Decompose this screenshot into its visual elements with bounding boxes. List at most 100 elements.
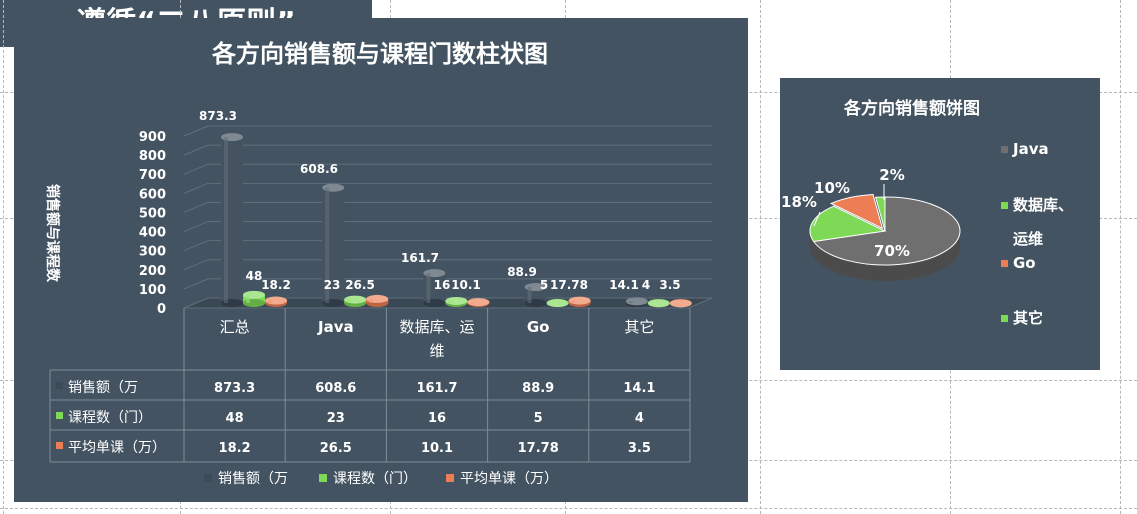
bar-highlight: [325, 187, 330, 303]
bar-highlight: [571, 300, 576, 303]
table-cell: 14.1: [623, 381, 655, 396]
grid-line-depth: [183, 163, 209, 175]
data-label: 88.9: [507, 265, 537, 279]
category-label: 其它: [624, 318, 654, 336]
data-label: 23: [324, 278, 341, 292]
y-tick-label: 100: [139, 283, 166, 298]
bar-cap: [669, 299, 692, 308]
table-cell: 23: [327, 411, 345, 426]
table-cell: 873.3: [214, 381, 255, 396]
pie-data-label: 10%: [814, 179, 850, 197]
pie-legend-key: [1001, 202, 1008, 209]
data-label: 16: [434, 278, 451, 292]
y-tick-label: 700: [139, 168, 166, 183]
pie-legend-key: [1001, 315, 1008, 322]
table-cell: 48: [226, 411, 244, 426]
data-label: 3.5: [659, 278, 680, 292]
y-tick-label: 0: [157, 302, 166, 317]
table-legend-key: [56, 382, 63, 389]
data-label: 4: [642, 278, 650, 292]
grid-line-depth: [183, 201, 209, 213]
bar-cap: [625, 297, 648, 306]
category-label: 汇总: [220, 318, 250, 336]
pie-data-label: 18%: [781, 193, 817, 211]
y-tick-label: 500: [139, 206, 166, 221]
y-tick-label: 800: [139, 149, 166, 164]
table-cell: 17.78: [518, 441, 559, 456]
leader-line: [813, 211, 821, 227]
bar-highlight: [369, 298, 374, 303]
bar-cap: [467, 298, 490, 307]
category-label: Java: [317, 318, 354, 336]
bar-chart-title: 各方向销售额与课程门数柱状图: [211, 40, 548, 68]
data-label: 17.78: [550, 278, 588, 292]
table-cell: 4: [635, 411, 644, 426]
pie-chart-panel[interactable]: 各方向销售额饼图 70% 18% 10% 2% Java 数据库、 运维 Go 其它: [780, 78, 1100, 370]
legend-key: [446, 474, 454, 482]
y-tick-label: 300: [139, 245, 166, 260]
bar-highlight: [527, 287, 532, 303]
legend-label: 平均单课（万）: [460, 471, 558, 487]
pie-legend-key: [1001, 260, 1008, 267]
bar-highlight: [268, 300, 272, 303]
legend-key: [319, 474, 327, 482]
pie-legend-label: Go: [1013, 254, 1036, 272]
y-axis-label: 销售额与课程数: [44, 184, 61, 283]
pie-chart-title: 各方向销售额饼图: [843, 98, 980, 119]
data-label: 26.5: [345, 278, 375, 292]
bar-highlight: [347, 299, 352, 303]
pie-legend-label: 运维: [1013, 230, 1043, 248]
table-series-label: 课程数（门）: [68, 410, 152, 426]
grid-line-depth: [183, 125, 209, 137]
pie-side: [810, 231, 960, 281]
grid-line-depth: [183, 221, 209, 233]
bar-highlight: [448, 300, 453, 303]
table-series-label: 销售额（万: [68, 380, 138, 396]
grid-line-depth: [183, 278, 209, 290]
pie-legend-label: 其它: [1013, 309, 1043, 327]
pie-chart: 各方向销售额饼图 70% 18%10% 2% Java 数据库、运维 Go 其它: [781, 98, 1073, 327]
y-tick-label: 200: [139, 264, 166, 279]
bar-highlight: [628, 301, 633, 303]
bar-highlight: [246, 294, 250, 303]
pie-data-label: 2%: [879, 166, 904, 184]
grid-line-depth: [183, 182, 209, 194]
data-label: 10.1: [451, 278, 481, 292]
data-label: 48: [246, 269, 263, 283]
data-label: 18.2: [261, 278, 291, 292]
y-tick-label: 900: [139, 130, 166, 145]
table-cell: 161.7: [416, 381, 457, 396]
table-cell: 608.6: [315, 381, 356, 396]
table-legend-key: [56, 412, 63, 419]
data-label: 161.7: [401, 251, 439, 265]
table-series-label: 平均单课（万）: [68, 440, 166, 456]
bar-1-0: [243, 294, 265, 303]
legend-key: [204, 474, 212, 482]
data-label: 5: [540, 278, 548, 292]
bar-highlight: [426, 273, 431, 303]
bar-highlight: [470, 302, 475, 303]
pie-slice-1: [809, 205, 887, 243]
pie-slice-2: [829, 194, 884, 230]
grid-line-depth: [183, 259, 209, 271]
bar-cap: [546, 299, 569, 308]
table-legend-key: [56, 442, 63, 449]
pie-legend-label: Java: [1012, 140, 1049, 158]
bar-cap: [647, 299, 670, 308]
bar-highlight: [224, 137, 228, 303]
y-tick-label: 600: [139, 187, 166, 202]
legend-label: 课程数（门）: [333, 471, 417, 487]
table-cell: 88.9: [522, 381, 554, 396]
table-cell: 5: [534, 411, 543, 426]
grid-line-depth: [183, 144, 209, 156]
bar-chart-panel[interactable]: 各方向销售额与课程门数柱状图销售额与课程数 0 100 200 300 400 500 600…: [14, 18, 748, 502]
y-tick-label: 400: [139, 226, 166, 241]
data-label: 873.3: [199, 109, 237, 123]
pie-slice-0: [812, 196, 961, 266]
pie-data-label: 70%: [874, 242, 910, 260]
pie-legend-key: [1001, 146, 1008, 153]
table-cell: 10.1: [421, 441, 453, 456]
category-label: 数据库、运: [399, 318, 474, 336]
table-cell: 3.5: [628, 441, 651, 456]
